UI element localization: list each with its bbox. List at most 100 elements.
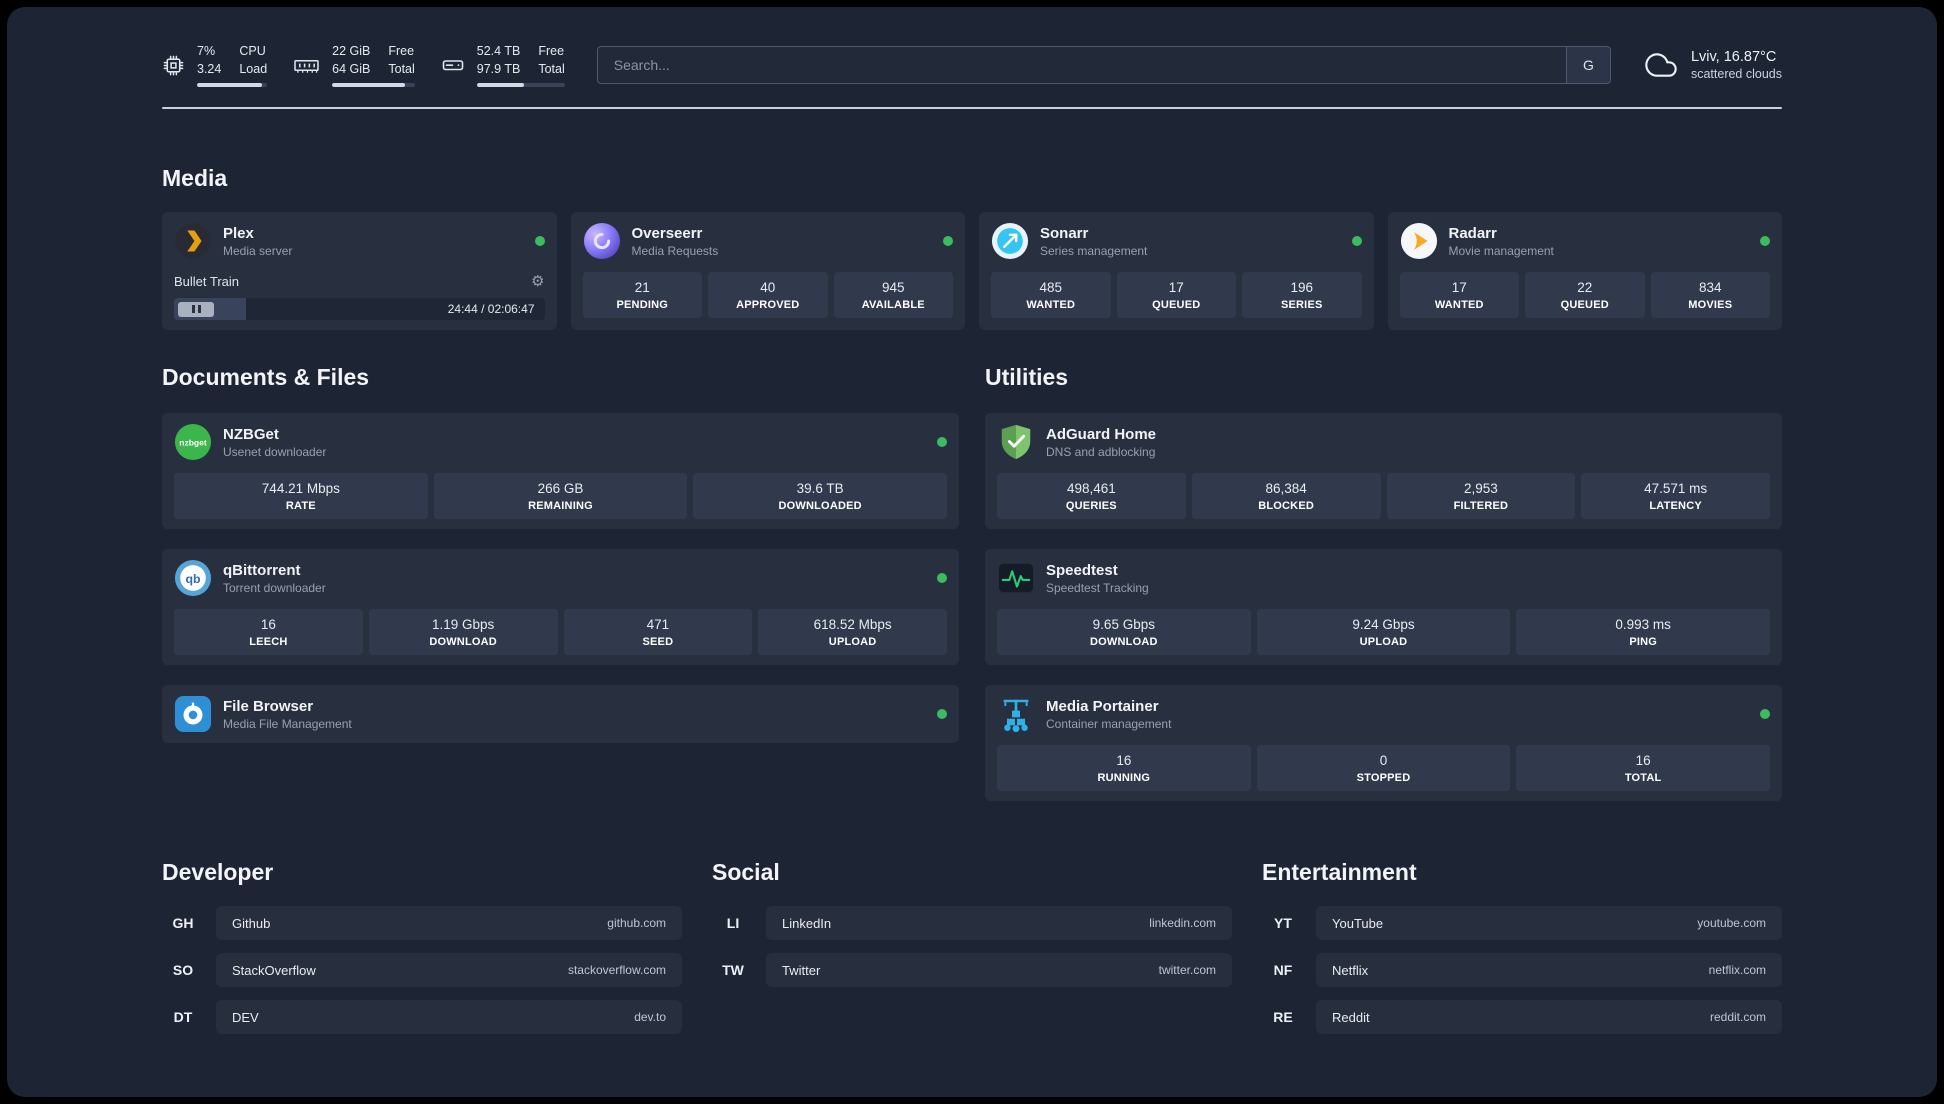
bookmark-abbr: SO: [172, 962, 194, 978]
cpu-label: CPU: [239, 44, 266, 58]
stat-label: TOTAL: [1624, 772, 1662, 784]
bookmark-stackoverflow[interactable]: SO StackOverflow stackoverflow.com: [162, 953, 682, 987]
section-title-entertainment: Entertainment: [1262, 859, 1417, 885]
stat-label: STOPPED: [1356, 772, 1411, 784]
stat-value: 86,384: [1265, 481, 1307, 496]
bookmark-abbr: RE: [1273, 1009, 1293, 1025]
app-card-speedtest[interactable]: Speedtest Speedtest Tracking 9.65 Gbps D…: [985, 549, 1782, 665]
status-dot: [943, 236, 953, 246]
stat-tile: 16 LEECH: [174, 609, 363, 655]
bookmark-url: dev.to: [634, 1010, 666, 1024]
app-card-sonarr[interactable]: Sonarr Series management 485 WANTED 17 Q…: [979, 212, 1374, 330]
app-card-overseerr[interactable]: Overseerr Media Requests 21 PENDING 40 A…: [570, 212, 965, 330]
stat-tile: 17 QUEUED: [1116, 272, 1236, 318]
stat-label: WANTED: [1434, 299, 1484, 311]
status-dot: [1351, 236, 1362, 246]
app-name: Speedtest: [1046, 561, 1118, 579]
app-card-adguard[interactable]: AdGuard Home DNS and adblocking 498,461 …: [985, 413, 1782, 529]
stat-value: 485: [1039, 280, 1063, 295]
cpu-icon: [163, 55, 184, 75]
stat-label: FILTERED: [1453, 500, 1509, 512]
plex-icon: [174, 222, 212, 260]
filebrowser-icon: [174, 695, 212, 733]
app-card-plex[interactable]: Plex Media server Bullet Train ⚙: [162, 212, 557, 330]
stat-tile: 744.21 Mbps RATE: [174, 473, 428, 519]
stat-value: 1.19 Gbps: [431, 617, 495, 632]
app-card-radarr[interactable]: Radarr Movie management 17 WANTED 22 QUE…: [1387, 212, 1782, 330]
app-card-portainer[interactable]: Media Portainer Container management 16 …: [985, 685, 1782, 801]
stat-tile: 266 GB REMAINING: [433, 473, 688, 519]
stat-tile: 40 APPROVED: [708, 272, 828, 318]
stat-label: BLOCKED: [1258, 500, 1315, 512]
app-card-qbittorrent[interactable]: qb qBittorrent Torrent downloader 16 LEE…: [162, 549, 959, 665]
stat-value: 0.993 ms: [1615, 617, 1671, 632]
stat-value: 16: [1116, 753, 1132, 768]
playback-progress-bar[interactable]: 24:44 / 02:06:47: [174, 298, 545, 320]
stat-value: 17: [1451, 280, 1467, 295]
weather-widget: Lviv, 16.87°C scattered clouds: [1643, 49, 1782, 81]
svg-text:qb: qb: [185, 572, 201, 586]
bookmark-abbr: TW: [722, 962, 744, 978]
bookmark-url: youtube.com: [1697, 916, 1766, 930]
stat-value: 47.571 ms: [1644, 481, 1708, 496]
stat-tile: 16 TOTAL: [1516, 745, 1770, 791]
stat-tile: 834 MOVIES: [1650, 272, 1770, 318]
status-dot: [1760, 236, 1770, 246]
bookmark-name: Netflix: [1332, 962, 1369, 978]
search-engine-button[interactable]: G: [1565, 47, 1610, 83]
bookmark-dev[interactable]: DT DEV dev.to: [162, 1000, 682, 1034]
cpu-progress-bar: [197, 83, 268, 87]
app-subtitle: Media File Management: [223, 716, 352, 731]
stat-label: SERIES: [1280, 299, 1323, 311]
stat-tile: 9.24 Gbps UPLOAD: [1256, 609, 1511, 655]
stat-label: DOWNLOAD: [1090, 636, 1158, 648]
stat-label: UPLOAD: [828, 636, 877, 648]
settings-gear-icon[interactable]: ⚙: [531, 272, 545, 290]
search-input[interactable]: [597, 47, 1566, 83]
ram-progress-bar: [332, 83, 415, 87]
stat-value: 22: [1577, 280, 1593, 295]
overseerr-icon: [583, 222, 621, 260]
stat-value: 39.6 TB: [796, 481, 844, 496]
bookmark-name: Reddit: [1332, 1009, 1370, 1025]
app-subtitle: Media server: [223, 243, 293, 258]
bookmark-youtube[interactable]: YT YouTube youtube.com: [1262, 906, 1782, 940]
cloud-icon: [1645, 53, 1677, 77]
bookmark-reddit[interactable]: RE Reddit reddit.com: [1262, 1000, 1782, 1034]
pause-button[interactable]: [178, 301, 214, 317]
stat-tile: 21 PENDING: [582, 272, 702, 318]
stat-label: AVAILABLE: [861, 299, 925, 311]
stat-value: 16: [1635, 753, 1651, 768]
stat-tile: 1.19 Gbps DOWNLOAD: [368, 609, 558, 655]
stat-label: SEED: [642, 636, 674, 648]
bookmark-linkedin[interactable]: LI LinkedIn linkedin.com: [712, 906, 1232, 940]
app-subtitle: Movie management: [1448, 243, 1554, 258]
app-name: AdGuard Home: [1046, 425, 1157, 443]
bookmark-url: twitter.com: [1158, 963, 1216, 977]
status-dot: [534, 236, 545, 246]
stat-label: QUEUED: [1152, 299, 1201, 311]
app-name: Plex: [223, 224, 254, 242]
app-name: Sonarr: [1040, 224, 1089, 242]
stat-label: DOWNLOADED: [778, 500, 862, 512]
app-card-filebrowser[interactable]: File Browser Media File Management: [162, 685, 959, 743]
stat-tile: 485 WANTED: [991, 272, 1111, 318]
stat-label: DOWNLOAD: [429, 636, 497, 648]
bookmark-netflix[interactable]: NF Netflix netflix.com: [1262, 953, 1782, 987]
stat-value: 16: [260, 617, 276, 632]
search-bar: G: [596, 46, 1611, 84]
bookmark-twitter[interactable]: TW Twitter twitter.com: [712, 953, 1232, 987]
stat-label: LATENCY: [1649, 500, 1702, 512]
documents-section: Documents & Files nzbget NZBGet Usenet d…: [162, 364, 959, 743]
bookmark-url: stackoverflow.com: [567, 963, 666, 977]
cpu-percent: 7%: [197, 44, 216, 58]
app-card-nzbget[interactable]: nzbget NZBGet Usenet downloader 744.21 M…: [162, 413, 959, 529]
stat-label: UPLOAD: [1359, 636, 1408, 648]
bookmark-name: YouTube: [1332, 915, 1384, 931]
section-title-documents: Documents & Files: [162, 364, 370, 390]
bookmark-name: Twitter: [782, 962, 821, 978]
bookmark-github[interactable]: GH Github github.com: [162, 906, 682, 940]
stat-value: 618.52 Mbps: [813, 617, 892, 632]
disk-total-value: 97.9 TB: [476, 61, 521, 76]
nzbget-icon: nzbget: [174, 423, 212, 461]
